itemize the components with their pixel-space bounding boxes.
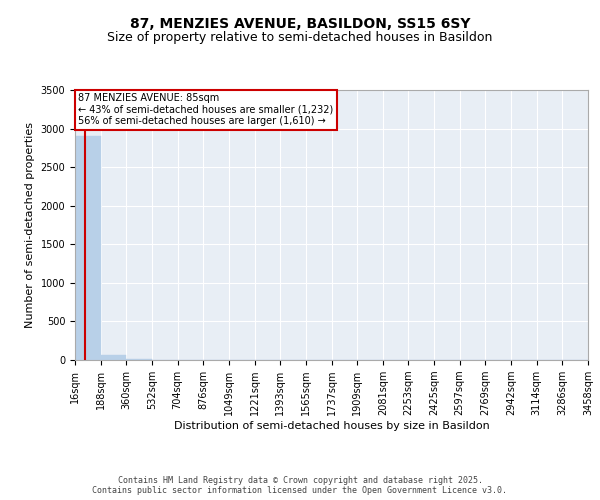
Text: 87 MENZIES AVENUE: 85sqm
← 43% of semi-detached houses are smaller (1,232)
56% o: 87 MENZIES AVENUE: 85sqm ← 43% of semi-d…	[78, 93, 333, 126]
Y-axis label: Number of semi-detached properties: Number of semi-detached properties	[25, 122, 35, 328]
Bar	[101, 356, 126, 360]
Text: Size of property relative to semi-detached houses in Basildon: Size of property relative to semi-detach…	[107, 31, 493, 44]
Bar	[75, 136, 101, 360]
Text: 87, MENZIES AVENUE, BASILDON, SS15 6SY: 87, MENZIES AVENUE, BASILDON, SS15 6SY	[130, 18, 470, 32]
X-axis label: Distribution of semi-detached houses by size in Basildon: Distribution of semi-detached houses by …	[173, 421, 490, 431]
Text: Contains HM Land Registry data © Crown copyright and database right 2025.
Contai: Contains HM Land Registry data © Crown c…	[92, 476, 508, 495]
